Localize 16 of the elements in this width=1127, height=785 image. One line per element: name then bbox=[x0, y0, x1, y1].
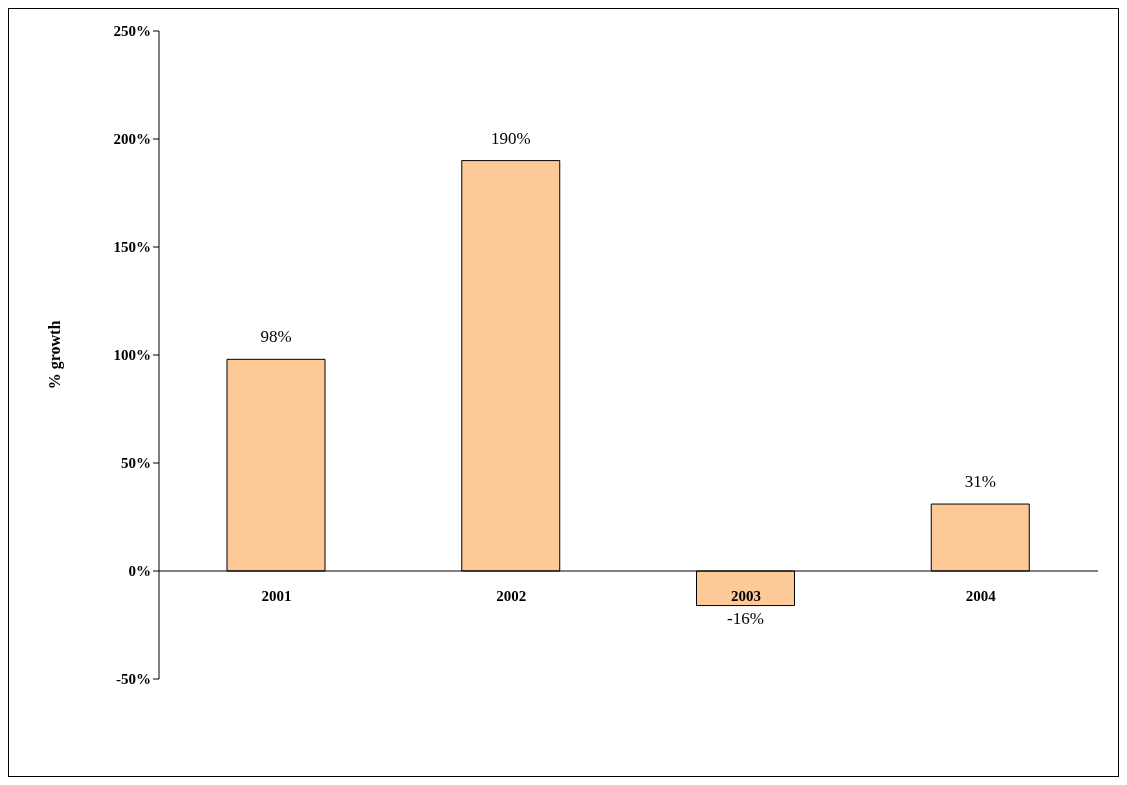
x-tick-label: 2003 bbox=[730, 587, 761, 604]
x-tick-label: 2002 bbox=[496, 587, 527, 604]
data-label: 190% bbox=[490, 128, 531, 148]
data-label: 98% bbox=[260, 327, 292, 347]
y-tick-label: 150% bbox=[113, 239, 151, 256]
y-tick-label: 50% bbox=[121, 455, 151, 472]
x-tick-label: 2004 bbox=[965, 587, 997, 604]
y-tick-label: 200% bbox=[113, 131, 151, 148]
data-label: 31% bbox=[964, 472, 996, 492]
y-tick-label: 100% bbox=[113, 347, 151, 364]
y-tick-label: -50% bbox=[116, 671, 151, 688]
data-label: -16% bbox=[727, 608, 764, 628]
y-tick-label: 250% bbox=[113, 23, 151, 40]
y-axis-title: % growth bbox=[45, 320, 64, 390]
x-tick-label: 2001 bbox=[261, 587, 292, 604]
y-tick-label: 0% bbox=[128, 563, 151, 580]
